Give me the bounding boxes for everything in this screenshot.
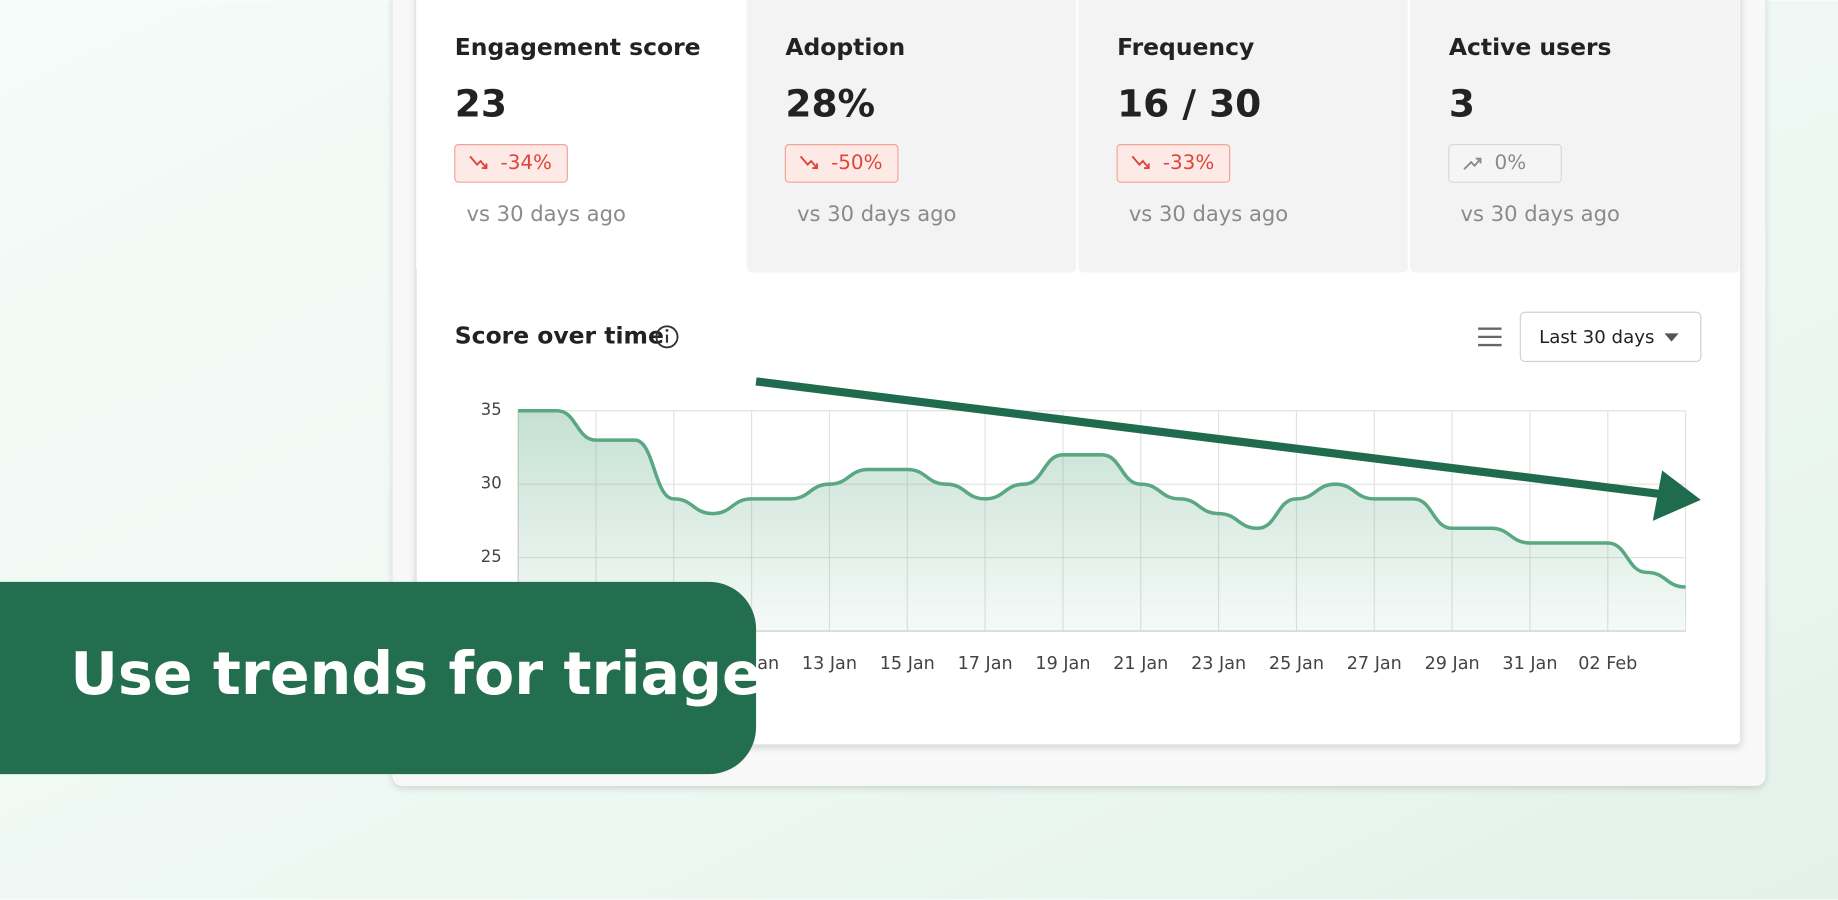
metric-value: 16 / 30 [1117, 81, 1261, 125]
range-dropdown[interactable]: Last 30 days [1519, 311, 1702, 363]
y-tick-label: 25 [481, 547, 502, 566]
metric-title: Active users [1449, 33, 1612, 61]
x-tick-label: 27 Jan [1347, 654, 1402, 674]
banner [0, 581, 757, 775]
range-label: Last 30 days [1539, 327, 1654, 348]
metric-card[interactable]: Frequency 16 / 30 -33% vs 30 days ago [1078, 0, 1408, 273]
metric-title: Frequency [1117, 33, 1254, 61]
metric-value: 28% [785, 81, 875, 125]
comparison: vs 30 days ago [1461, 201, 1620, 226]
x-tick-label: 23 Jan [1191, 654, 1246, 674]
trend-icon [1463, 157, 1482, 170]
metric-card[interactable]: Adoption 28% -50% vs 30 days ago [746, 0, 1077, 273]
card-bg [1078, 0, 1408, 273]
change-badge [1448, 144, 1562, 183]
trend-icon [1131, 155, 1150, 170]
card-bg [416, 0, 746, 273]
x-tick-label: 17 Jan [958, 654, 1013, 674]
banner-text: Use trends for triage [70, 640, 761, 708]
metric-title: Adoption [785, 33, 905, 61]
comparison: vs 30 days ago [1129, 201, 1288, 226]
card-bg [746, 0, 1077, 273]
trend-icon [469, 155, 488, 170]
metric-title: Engagement score [455, 33, 701, 61]
x-tick-label: 25 Jan [1269, 654, 1324, 674]
change-badge [1116, 144, 1231, 183]
metric-card[interactable]: Engagement score 23 -34% vs 30 days ago [416, 0, 746, 273]
metric-value: 3 [1449, 81, 1475, 125]
x-tick-label: 15 Jan [880, 654, 935, 674]
x-tick-label: 02 Feb [1578, 654, 1637, 674]
trend-arrow [755, 377, 1701, 521]
y-tick-label: 30 [481, 474, 502, 493]
change-value: -33% [1163, 151, 1214, 174]
comparison: vs 30 days ago [467, 201, 626, 226]
change-value: 0% [1495, 151, 1527, 174]
metric-card[interactable]: Active users 3 0% vs 30 days ago [1410, 0, 1740, 273]
menu-icon[interactable] [1478, 327, 1502, 347]
line [518, 408, 1686, 589]
info-icon[interactable] [655, 325, 679, 349]
area [518, 410, 1686, 632]
trend-icon [799, 155, 818, 170]
x-tick-label: 31 Jan [1502, 654, 1557, 674]
metric-value: 23 [455, 81, 507, 125]
card-bg [1410, 0, 1740, 273]
change-badge [784, 144, 899, 183]
y-tick-label: 35 [481, 400, 502, 419]
x-tick-label: 29 Jan [1425, 654, 1480, 674]
change-badge [454, 144, 568, 183]
x-tick-label: 13 Jan [802, 654, 857, 674]
change-value: -50% [831, 151, 882, 174]
x-tick-label: 19 Jan [1035, 654, 1090, 674]
x-tick-label: 21 Jan [1113, 654, 1168, 674]
chart-title: Score over time [455, 321, 664, 349]
comparison: vs 30 days ago [797, 201, 956, 226]
change-value: -34% [501, 151, 552, 174]
